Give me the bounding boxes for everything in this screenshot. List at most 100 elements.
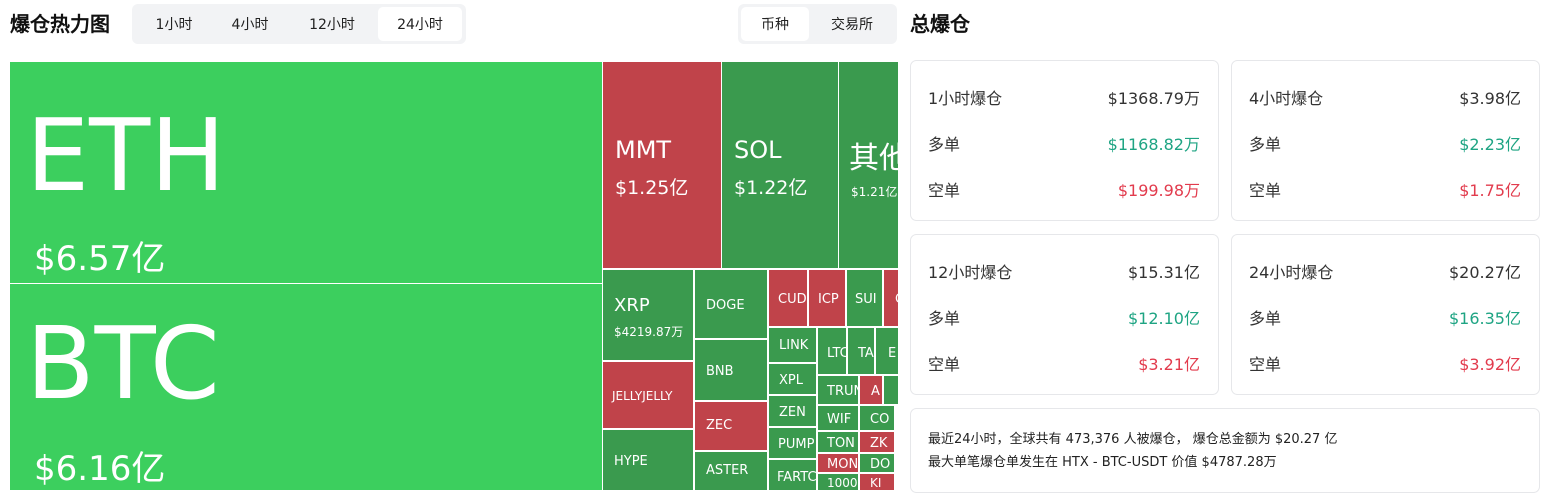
tile-label: FARTC <box>777 470 817 485</box>
tile-label: WIF <box>827 412 851 427</box>
tile-bg <box>860 406 894 430</box>
tile-bg <box>695 340 767 400</box>
tile-bg <box>884 270 898 326</box>
group-tab[interactable]: 交易所 <box>831 16 873 33</box>
treemap-tile[interactable]: WIF <box>818 406 858 430</box>
treemap-tile[interactable]: HYPE <box>603 430 693 490</box>
time-tab[interactable]: 1小时 <box>156 17 193 33</box>
tile-label: A <box>871 384 880 399</box>
time-tab[interactable]: 4小时 <box>232 17 269 33</box>
tile-label: HYPE <box>614 454 648 469</box>
tile-label: TON <box>826 436 855 451</box>
treemap-tile[interactable]: PUMP <box>769 428 816 458</box>
treemap-tile[interactable]: ZEC <box>695 402 767 450</box>
tile-bg <box>860 454 894 472</box>
tile-label: E <box>888 346 896 361</box>
row-value: $1.75亿 <box>1459 181 1521 200</box>
treemap-tile[interactable]: 其他 $1.21亿 <box>839 62 909 268</box>
tile-label: ASTER <box>706 463 748 478</box>
tile-label: C <box>895 292 904 307</box>
treemap-tile[interactable]: C <box>884 270 904 326</box>
row-label: 空单 <box>928 181 960 200</box>
row-value: $1368.79万 <box>1108 89 1200 108</box>
tile-label: DO <box>870 457 890 472</box>
tile-label: 其他 <box>849 141 909 176</box>
row-label: 多单 <box>1249 135 1281 154</box>
treemap-tile[interactable]: TRUN <box>818 376 863 404</box>
treemap-tile[interactable]: BTC $6.16亿 <box>10 284 602 490</box>
tile-label: SUI <box>855 292 877 307</box>
treemap-tile[interactable]: XPL <box>769 364 816 394</box>
tab-active-bg <box>741 7 809 41</box>
treemap-tile[interactable]: ZK <box>860 432 894 452</box>
treemap-tile[interactable]: FARTC <box>769 460 817 490</box>
treemap-tile[interactable]: XRP $4219.87万 <box>603 270 693 360</box>
treemap-tile[interactable]: BNB <box>695 340 767 400</box>
time-tab[interactable]: 12小时 <box>309 17 355 33</box>
treemap-tile[interactable]: MMT $1.25亿 <box>603 62 721 268</box>
tile-bg <box>848 328 874 374</box>
row-label: 多单 <box>1249 309 1281 328</box>
treemap-tile[interactable]: MON <box>818 454 858 472</box>
tile-label: ZEN <box>779 405 806 420</box>
treemap-tile[interactable]: DOGE <box>695 270 767 338</box>
tile-bg <box>876 328 898 374</box>
tile-bg <box>10 284 602 490</box>
tab-active-bg <box>378 7 462 41</box>
treemap-tile[interactable]: KI <box>860 474 894 490</box>
tile-bg <box>769 364 816 394</box>
treemap-tile[interactable]: E <box>876 328 898 374</box>
row-value: $3.92亿 <box>1459 355 1521 374</box>
treemap-tile[interactable] <box>884 376 898 404</box>
treemap-tile[interactable]: SUI <box>847 270 882 326</box>
tile-label: KI <box>870 476 881 490</box>
tile-bg <box>769 328 816 362</box>
treemap-tile[interactable]: TA <box>848 328 874 374</box>
treemap-tile[interactable]: ASTER <box>695 452 767 490</box>
time-tab[interactable]: 24小时 <box>397 17 443 33</box>
treemap-tile[interactable]: CUD <box>769 270 807 326</box>
tile-bg <box>603 362 693 428</box>
treemap-tile[interactable]: LTC <box>818 328 849 374</box>
treemap-tile[interactable]: CO <box>860 406 894 430</box>
row-label: 1小时爆仓 <box>928 89 1002 108</box>
tile-label: SOL <box>734 136 782 164</box>
row-value: $15.31亿 <box>1128 263 1200 282</box>
row-label: 多单 <box>928 309 960 328</box>
tile-label: XPL <box>779 373 804 388</box>
row-value: $20.27亿 <box>1449 263 1521 282</box>
treemap-tile[interactable]: A <box>860 376 882 404</box>
tile-bg <box>818 474 858 490</box>
treemap-tile[interactable]: SOL $1.22亿 <box>722 62 838 268</box>
treemap-tile[interactable]: JELLYJELLY <box>603 362 693 428</box>
treemap-tile[interactable]: ETH $6.57亿 <box>10 62 602 283</box>
row-label: 24小时爆仓 <box>1249 263 1333 282</box>
tile-bg <box>818 432 858 452</box>
page-title: 爆仓热力图 <box>10 12 110 36</box>
summary-card <box>910 234 1219 395</box>
tile-bg <box>860 376 882 404</box>
tile-value: $1.21亿 <box>851 184 897 199</box>
row-value: $1168.82万 <box>1108 135 1200 154</box>
tile-bg <box>818 406 858 430</box>
tile-bg <box>769 396 816 426</box>
tile-label: TRUN <box>826 384 863 399</box>
row-label: 空单 <box>1249 355 1281 374</box>
treemap-tile[interactable]: ZEN <box>769 396 816 426</box>
treemap-tile[interactable]: TON <box>818 432 858 452</box>
tile-bg <box>695 402 767 450</box>
tile-label: JELLYJELLY <box>611 389 673 403</box>
tile-value: $1.25亿 <box>615 177 688 199</box>
tile-bg <box>839 62 898 268</box>
row-label: 12小时爆仓 <box>928 263 1012 282</box>
tile-label: CUD <box>778 292 807 307</box>
tile-label: BNB <box>706 364 734 379</box>
group-tab[interactable]: 币种 <box>761 17 789 33</box>
treemap-tile[interactable]: ICP <box>809 270 845 326</box>
treemap-tile[interactable]: LINK <box>769 328 816 362</box>
treemap-tile[interactable]: 1000 <box>818 474 858 490</box>
treemap-tile[interactable]: DO <box>860 454 894 472</box>
tile-label: DOGE <box>706 298 745 313</box>
tile-label: ICP <box>818 292 839 307</box>
